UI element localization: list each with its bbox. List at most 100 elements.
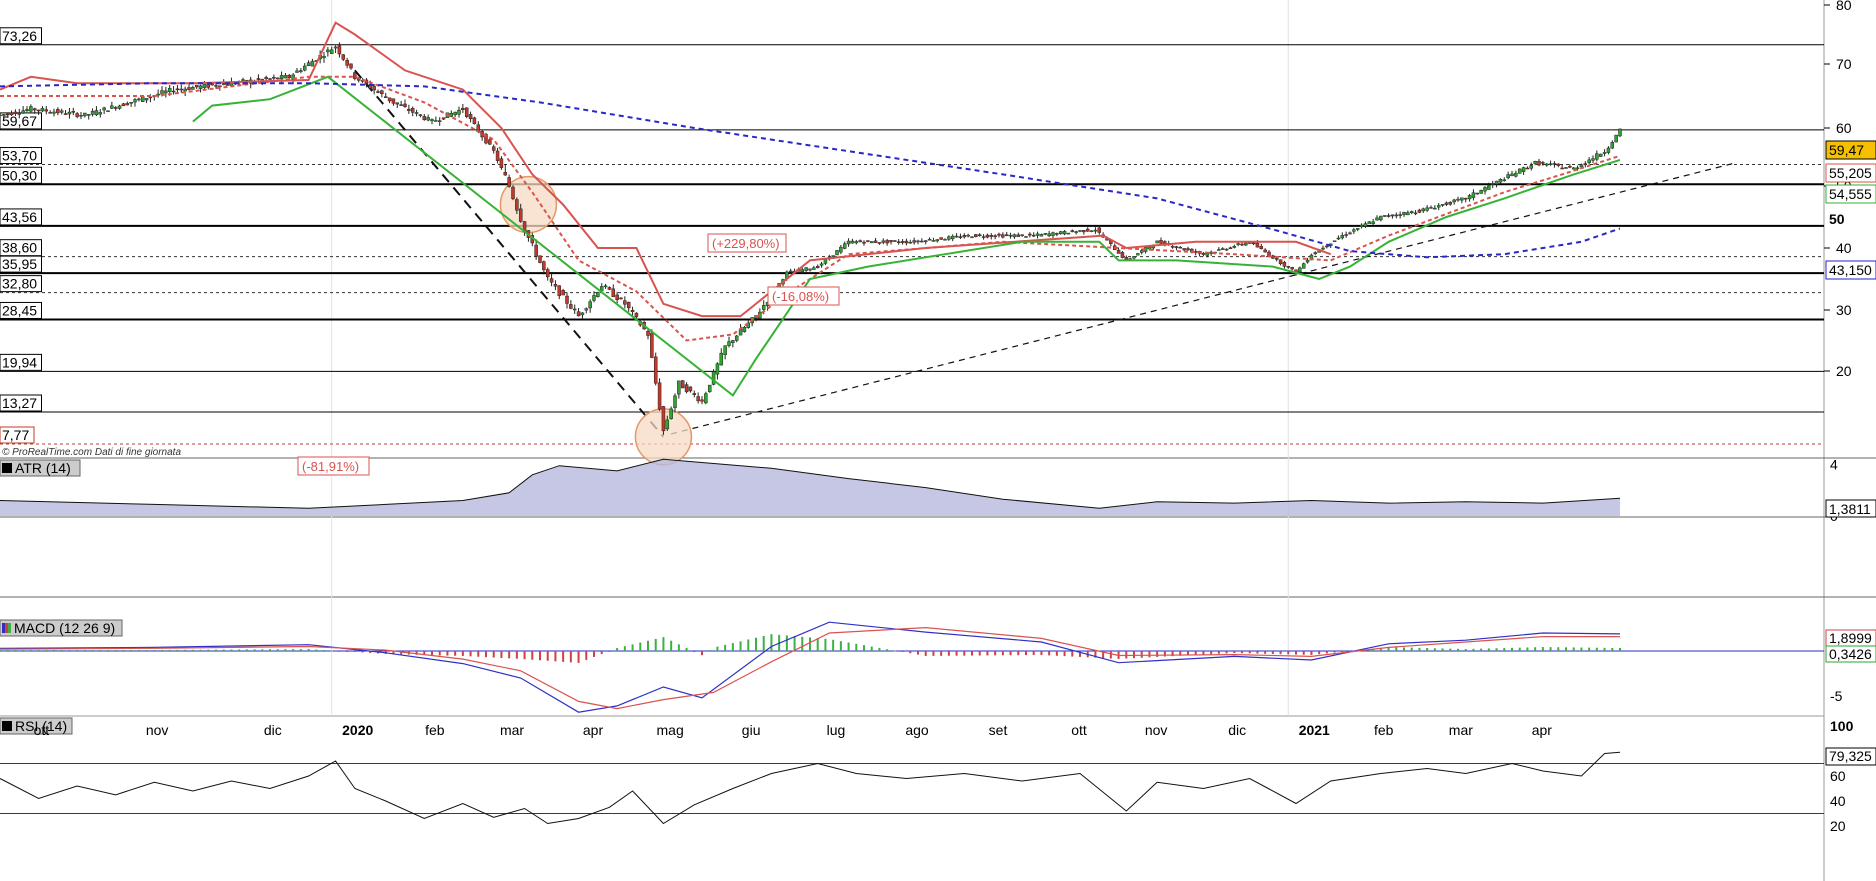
candle-body	[719, 352, 724, 366]
candle-body	[815, 266, 820, 269]
price-y-axis: 20 30 40 50 60 70 80	[1824, 0, 1852, 379]
macd-histogram-bar	[1071, 651, 1074, 657]
level-label-box	[0, 275, 42, 293]
candle-body	[561, 290, 565, 296]
price-tag: 55,205	[1829, 165, 1872, 181]
candle-body	[295, 70, 299, 73]
month-label: apr	[1532, 722, 1553, 738]
candle-body	[788, 270, 793, 273]
month-label: feb	[1374, 722, 1394, 738]
candle-body	[1367, 221, 1372, 224]
macd-histogram-bar	[839, 641, 842, 651]
candle-body	[1375, 217, 1379, 221]
month-label: nov	[1145, 722, 1168, 738]
y-tick-label: 80	[1836, 0, 1852, 13]
candle-body	[588, 301, 592, 309]
month-label: dic	[264, 722, 282, 738]
candle-body	[1541, 162, 1545, 164]
macd-histogram-bar	[153, 650, 156, 652]
macd-histogram-bar	[963, 651, 966, 656]
macd-histogram-bar	[1372, 648, 1375, 651]
macd-histogram-bar	[1341, 651, 1344, 652]
macd-histogram-bar	[91, 650, 94, 652]
level-label-box	[0, 147, 42, 165]
y-tick-label: 40	[1836, 240, 1852, 256]
time-x-axis: ott nov dic 2020 feb mar apr mag giu lug ago set ott…	[34, 722, 1553, 738]
macd-histogram-bar	[1079, 651, 1081, 657]
macd-histogram-bar	[1325, 651, 1328, 654]
candle-body	[677, 380, 681, 395]
candle-body	[1085, 228, 1090, 232]
macd-histogram-bar	[994, 651, 997, 656]
candle-body	[1517, 168, 1522, 174]
candle-body	[958, 236, 963, 238]
candle-body	[414, 112, 419, 114]
overlay-lines	[0, 21, 1621, 397]
candle-body	[511, 186, 515, 200]
macd-histogram-bar	[76, 650, 79, 652]
macd-histogram-bar	[940, 651, 943, 656]
price-tag: 43,150	[1829, 262, 1872, 278]
macd-histogram-bar	[924, 651, 927, 656]
candle-body	[607, 287, 612, 290]
macd-histogram-bar	[1264, 651, 1267, 654]
candle-body	[626, 301, 631, 309]
candle-body	[499, 158, 504, 168]
macd-histogram-bar	[801, 636, 804, 651]
candle-body	[29, 106, 33, 112]
candle-body	[345, 60, 349, 66]
macd-histogram-bar	[1541, 647, 1544, 651]
candle-body	[1471, 192, 1476, 198]
candle-body	[1425, 207, 1429, 211]
month-label: lug	[827, 722, 846, 738]
level-label-box	[0, 301, 42, 319]
macd-value-label: 1,8999	[1829, 630, 1872, 646]
candle-body	[634, 312, 639, 318]
candle-body	[576, 311, 581, 317]
candle-body	[326, 49, 330, 53]
month-label: ago	[905, 722, 929, 738]
candle-body	[1325, 245, 1329, 248]
candle-body	[1386, 215, 1391, 217]
candle-body	[403, 103, 407, 107]
macd-histogram-bar	[1102, 651, 1105, 659]
candle-body	[1043, 233, 1048, 235]
candle-body	[299, 70, 303, 72]
month-label: dic	[1228, 722, 1246, 738]
macd-histogram-bar	[531, 651, 534, 660]
level-label: 38,60	[2, 240, 37, 256]
candle-body	[1529, 165, 1534, 169]
macd-title: MACD (12 26 9)	[14, 620, 115, 636]
candle-body	[1444, 202, 1449, 205]
macd-histogram-bar	[947, 651, 950, 656]
macd-histogram-bar	[1565, 647, 1567, 651]
macd-histogram-bar	[1318, 651, 1321, 655]
candle-body	[1571, 167, 1576, 170]
candle-body	[1595, 153, 1599, 160]
y-tick-label: 60	[1836, 120, 1852, 136]
macd-histogram-bar	[284, 649, 287, 651]
macd-histogram-bar	[14, 650, 17, 652]
candle-body	[1205, 253, 1210, 256]
macd-histogram-bar	[1055, 651, 1058, 656]
rsi-tick-label: 100	[1830, 718, 1854, 734]
candle-body	[1228, 247, 1233, 250]
price-tag-bg	[1825, 163, 1876, 183]
candle-body	[1089, 230, 1094, 232]
candle-body	[422, 116, 427, 120]
macd-histogram-bar	[245, 649, 248, 651]
macd-histogram-bar	[623, 646, 626, 651]
macd-histogram-bar	[870, 646, 873, 651]
macd-histogram-bar	[1032, 651, 1035, 656]
candle-body	[1263, 249, 1267, 253]
percent-label: (-16,08%)	[772, 289, 829, 304]
atr-area	[0, 459, 1620, 516]
macd-histogram-bar	[1233, 651, 1236, 653]
candle-body	[819, 263, 824, 266]
candle-body	[731, 340, 735, 343]
macd-histogram-bar	[107, 650, 109, 652]
rsi-title-bg	[0, 717, 73, 735]
macd-histogram-bar	[863, 645, 865, 651]
macd-histogram-bar	[562, 651, 565, 662]
